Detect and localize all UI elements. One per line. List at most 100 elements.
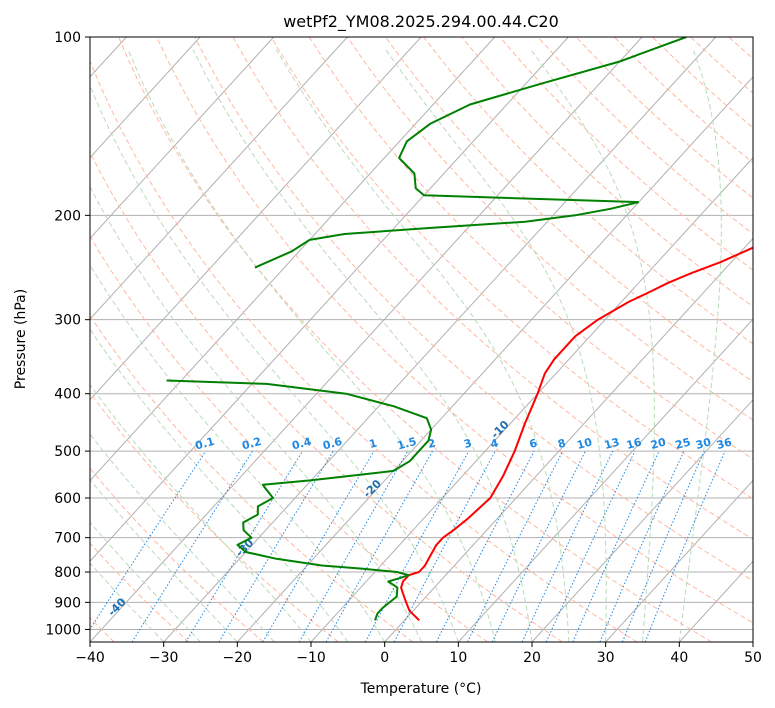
dry-adiabat-line [270,37,753,500]
isotherm-line [90,37,275,240]
dry-adiabat-line [385,37,753,383]
moist-adiabat-line [127,49,496,642]
moist-adiabat-line [90,383,312,642]
y-tick-label: 800 [54,565,81,581]
dewpoint_top-profile [398,37,687,204]
mixing-ratio-label: 16 [625,435,643,452]
dry-adiabat-line [652,37,753,129]
isotherm-line [678,560,753,642]
x-tick-label: −40 [75,650,105,666]
dry-adiabat-line [308,37,753,460]
mixing-ratio-line [521,450,614,642]
moist-adiabat-line [530,49,655,642]
dry-adiabat-line [194,37,753,582]
mixing-ratio-label: 30 [694,435,712,452]
y-axis: 100 200 300 400 500 600 700 800 900 1000 [45,30,90,638]
mixing-ratio-line [621,450,705,642]
mixing-ratio-line [435,450,535,642]
isotherm-line [90,37,643,642]
dry-adiabat-line [90,391,339,642]
mixing-ratio-label: 10 [575,435,593,452]
x-axis-label: Temperature (°C) [360,681,482,697]
x-tick-label: 50 [744,650,762,666]
y-tick-label: 100 [54,30,81,46]
mixing-ratio-line [218,450,334,642]
moist-adiabat-line [90,433,275,642]
dry-adiabat-line [90,314,414,642]
dry-adiabat-line [232,37,753,540]
moist-adiabat-line [90,185,422,642]
mixing-ratio-line [131,450,254,642]
x-tick-label: 0 [380,650,389,666]
mixing-ratio-line [572,450,660,642]
dry-adiabat-line [156,37,753,624]
moist-adiabat-line [90,478,238,642]
mixing-ratio-label: 0.2 [241,435,263,453]
isotherm-line [90,37,201,159]
isotherm-line [752,641,753,642]
mixing-ratio-label: 6 [528,436,539,451]
mixing-ratio-line [185,450,304,642]
mixing-ratio-label: 1 [368,436,379,451]
isotherm-label: -20 [361,477,384,500]
x-tick-label: −30 [149,650,179,666]
isotherm-line [90,37,569,563]
dewpoint-profile [166,379,433,621]
moist-adiabat-line [90,328,349,642]
dry-adiabat-line [90,151,563,642]
mixing-ratio-label: 4 [489,436,500,451]
dry-adiabat-line [423,37,753,345]
mixing-ratio-line [393,450,496,642]
y-tick-label: 600 [54,491,81,507]
mixing-ratio-label: 20 [649,435,667,452]
mixing-ratio-line [545,450,636,642]
mixing-ratio-label: 8 [556,436,567,451]
background-lines [90,37,775,642]
mixing-ratio-label: 3 [462,436,473,451]
moist-adiabat-line [678,49,722,642]
dry-adiabat-line [90,467,264,642]
isotherm-line [457,318,753,642]
mixing-ratio-label: 2 [426,436,437,451]
isotherm-line [163,37,717,642]
mixing-ratio-line [491,450,586,642]
x-axis: −40 −30 −20 −10 0 10 20 30 40 50 [75,642,762,666]
profile-lines [166,37,753,622]
x-tick-label: 30 [597,650,615,666]
y-tick-label: 300 [54,313,81,329]
mixing-ratio-label: 0.6 [321,435,344,453]
mixing-ratio-label: 1.5 [396,435,418,453]
y-tick-label: 900 [54,595,81,611]
isotherm-line [531,399,753,642]
x-tick-label: 20 [523,650,541,666]
chart-title: wetPf2_YM08.2025.294.00.44.C20 [283,12,559,32]
mixing-ratio-line [325,450,433,642]
dry-adiabat-line [767,37,775,642]
background-labels: 0.1 0.2 0.4 0.6 1 1.5 2 3 4 6 8 10 13 16 20 25 30 36-40-3… [105,418,733,619]
isotherm-line [384,237,753,642]
mixing-ratio-label: 0.4 [291,435,314,453]
dry-adiabat-line [461,37,753,308]
mixing-ratio-line [467,450,564,642]
moist-adiabat-line [90,562,165,642]
x-tick-label: 10 [449,650,467,666]
isotherm-line [90,37,422,401]
moist-adiabat-line [275,49,570,642]
mixing-ratio-line [364,450,470,642]
x-tick-label: −10 [296,650,326,666]
x-tick-label: 40 [670,650,688,666]
y-axis-label: Pressure (hPa) [13,289,29,389]
x-tick-label: −20 [223,650,253,666]
mixing-ratio-label: 25 [674,435,692,452]
dry-adiabat-line [728,37,753,60]
moist-adiabat-line [385,49,607,642]
y-tick-label: 700 [54,531,81,547]
plot-frame [89,36,754,643]
isotherm-line [90,37,348,320]
dry-adiabat-line [690,37,753,94]
mixing-ratio-line [90,450,207,631]
y-tick-label: 200 [54,208,81,224]
moist-adiabat-line [90,521,201,642]
mixing-ratio-line [599,450,685,642]
